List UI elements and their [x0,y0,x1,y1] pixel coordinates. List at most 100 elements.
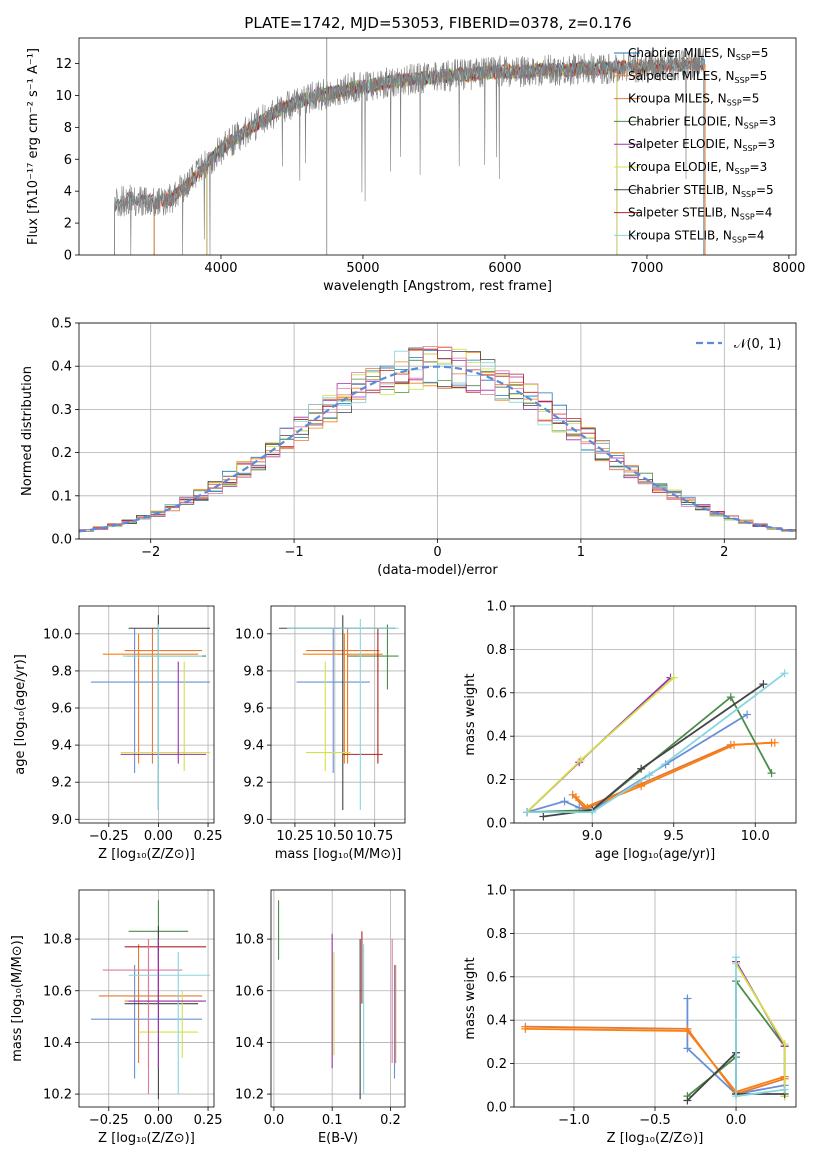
x-axis-label: age [log₁₀(age/yr)] [595,847,716,862]
x-tick-label: 0.25 [194,829,223,844]
x-tick-label: −1.0 [558,1113,590,1128]
x-tick-label: 10.0 [741,829,770,844]
axes-frame [270,889,406,1108]
legend-entry-gaussian: 𝒩(0, 1) [734,337,781,352]
y-tick-label: 9.0 [51,813,72,828]
legend-entry-6: Chabrier STELIB, NSSP=5 [628,183,774,199]
plot-area [278,615,399,811]
y-tick-label: 10.4 [235,1036,264,1051]
y-tick-label: 0.6 [486,970,507,985]
y-tick-label: 9.8 [243,664,264,679]
panels: 4000 5000 6000 7000 8000024681012wavelength … [10,37,805,1146]
y-tick-label: 9.4 [51,739,72,754]
x-tick-label: −1 [285,545,304,560]
series-line-6 [543,683,764,818]
series-marker-3 [767,769,776,778]
y-tick-label: 0.3 [51,403,72,418]
y-axis-label: Flux [fλ10⁻¹⁷ erg cm⁻² s⁻¹ A⁻¹] [26,48,41,245]
x-tick-label: 10.25 [276,829,313,844]
plot-area [114,38,706,255]
legend-entry-4: Salpeter ELODIE, NSSP=3 [628,137,775,153]
x-tick-label: 0.00 [144,1113,173,1128]
legend-entry-2: Kroupa MILES, NSSP=5 [628,92,759,108]
y-tick-label: 10.8 [43,933,72,948]
axes-frame [270,605,406,824]
x-axis-label: Z [log₁₀(Z/Z⊙)] [98,847,195,862]
x-tick-label: 8000 [772,261,805,276]
y-tick-label: 9.2 [243,776,264,791]
plot-area [278,900,397,1100]
x-tick-label: −0.5 [639,1113,671,1128]
y-tick-label: 6 [64,153,72,168]
x-axis-label: Z [log₁₀(Z/Z⊙)] [98,1131,195,1146]
series-marker-2 [637,782,646,791]
x-tick-label: 9.0 [582,829,603,844]
gaussian-curve [79,365,794,533]
series-marker-7 [588,808,597,817]
y-axis-label: mass weight [463,957,478,1039]
x-tick-label: 10.50 [316,829,353,844]
x-tick-label: 1 [577,545,585,560]
series-marker-0 [683,1044,692,1053]
y-axis-label: Normed distribution [20,366,35,496]
y-tick-label: 0.0 [486,817,507,832]
y-tick-label: 9.8 [51,664,72,679]
series-marker-7 [645,771,654,780]
axes-frame [513,889,797,1108]
series-line-4 [735,961,786,1097]
chart-age-vs-mass: 10.25 10.50 10.75 9.0 9.2 9.4 9.6 9.8 10.0 mass [… [235,605,406,862]
x-tick-label: 5000 [346,261,379,276]
series-line-0 [526,713,748,813]
x-tick-label: 0.2 [380,1113,401,1128]
x-tick-label: −0.25 [89,1113,129,1128]
series-marker-7 [732,953,741,962]
series-line-7 [735,957,785,1098]
series-marker-2 [730,740,739,749]
y-tick-label: 10.2 [235,1088,264,1103]
y-tick-label: 9.0 [243,813,264,828]
chart-mass-vs-Z: −0.25 0.00 0.25 10.2 10.4 10.6 10.8 Z [log₁₀(Z/… [10,889,223,1146]
series-line-7 [527,672,786,813]
axes-frame [513,605,797,824]
y-axis-label: mass [log₁₀(M/M⊙)] [10,935,25,1062]
series-marker-7 [780,669,789,678]
y-tick-label: 0.1 [51,489,72,504]
series-marker-0 [560,797,569,806]
series-marker-0 [743,710,752,719]
chart-age-vs-Z: −0.25 0.00 0.25 9.0 9.2 9.4 9.6 9.8 10.0 Z [log₁₀… [13,605,223,862]
series-marker-6 [539,812,548,821]
chart-mass-weight-vs-age: 9.0 9.5 10.0 0.0 0.2 0.4 0.6 0.8 1.0 age [log₁₀(a… [463,600,797,862]
x-tick-label: −2 [141,545,160,560]
x-tick-label: 0.25 [194,1113,223,1128]
series-line-7 [114,57,705,255]
series-marker-3 [726,693,735,702]
y-tick-label: 0.6 [486,686,507,701]
chart-mass-vs-ebv: 0.0 0.1 0.2 10.2 10.4 10.6 10.8 E(B-V) [235,889,406,1146]
series-marker-6 [759,680,768,689]
axes-frame [78,37,797,256]
x-tick-label: −0.25 [89,829,129,844]
plot-area [521,953,789,1105]
plot-area [523,669,789,821]
x-axis-label: wavelength [Angstrom, rest frame] [323,279,552,294]
y-tick-label: 0.4 [486,730,507,745]
x-axis-label: Z [log₁₀(Z/Z⊙)] [607,1131,704,1146]
y-tick-label: 9.6 [51,702,72,717]
y-tick-label: 0.2 [51,446,72,461]
series-line-6 [114,57,705,255]
series-line-3 [526,695,773,813]
series-line-0 [686,998,785,1095]
y-tick-label: 10.2 [43,1088,72,1103]
y-tick-label: 0.0 [51,533,72,548]
y-tick-label: 9.4 [243,739,264,754]
series-marker-2 [571,792,580,801]
y-tick-label: 4 [64,185,72,200]
plot-area [90,900,211,1100]
y-tick-label: 1.0 [486,884,507,899]
y-tick-label: 8 [64,121,72,136]
series-line-5 [735,963,786,1097]
x-axis-label: mass [log₁₀(M/M⊙)] [275,847,402,862]
series-marker-7 [732,1092,741,1101]
y-axis-label: age [log₁₀(age/yr)] [13,654,28,775]
series-line-2 [525,1028,785,1093]
